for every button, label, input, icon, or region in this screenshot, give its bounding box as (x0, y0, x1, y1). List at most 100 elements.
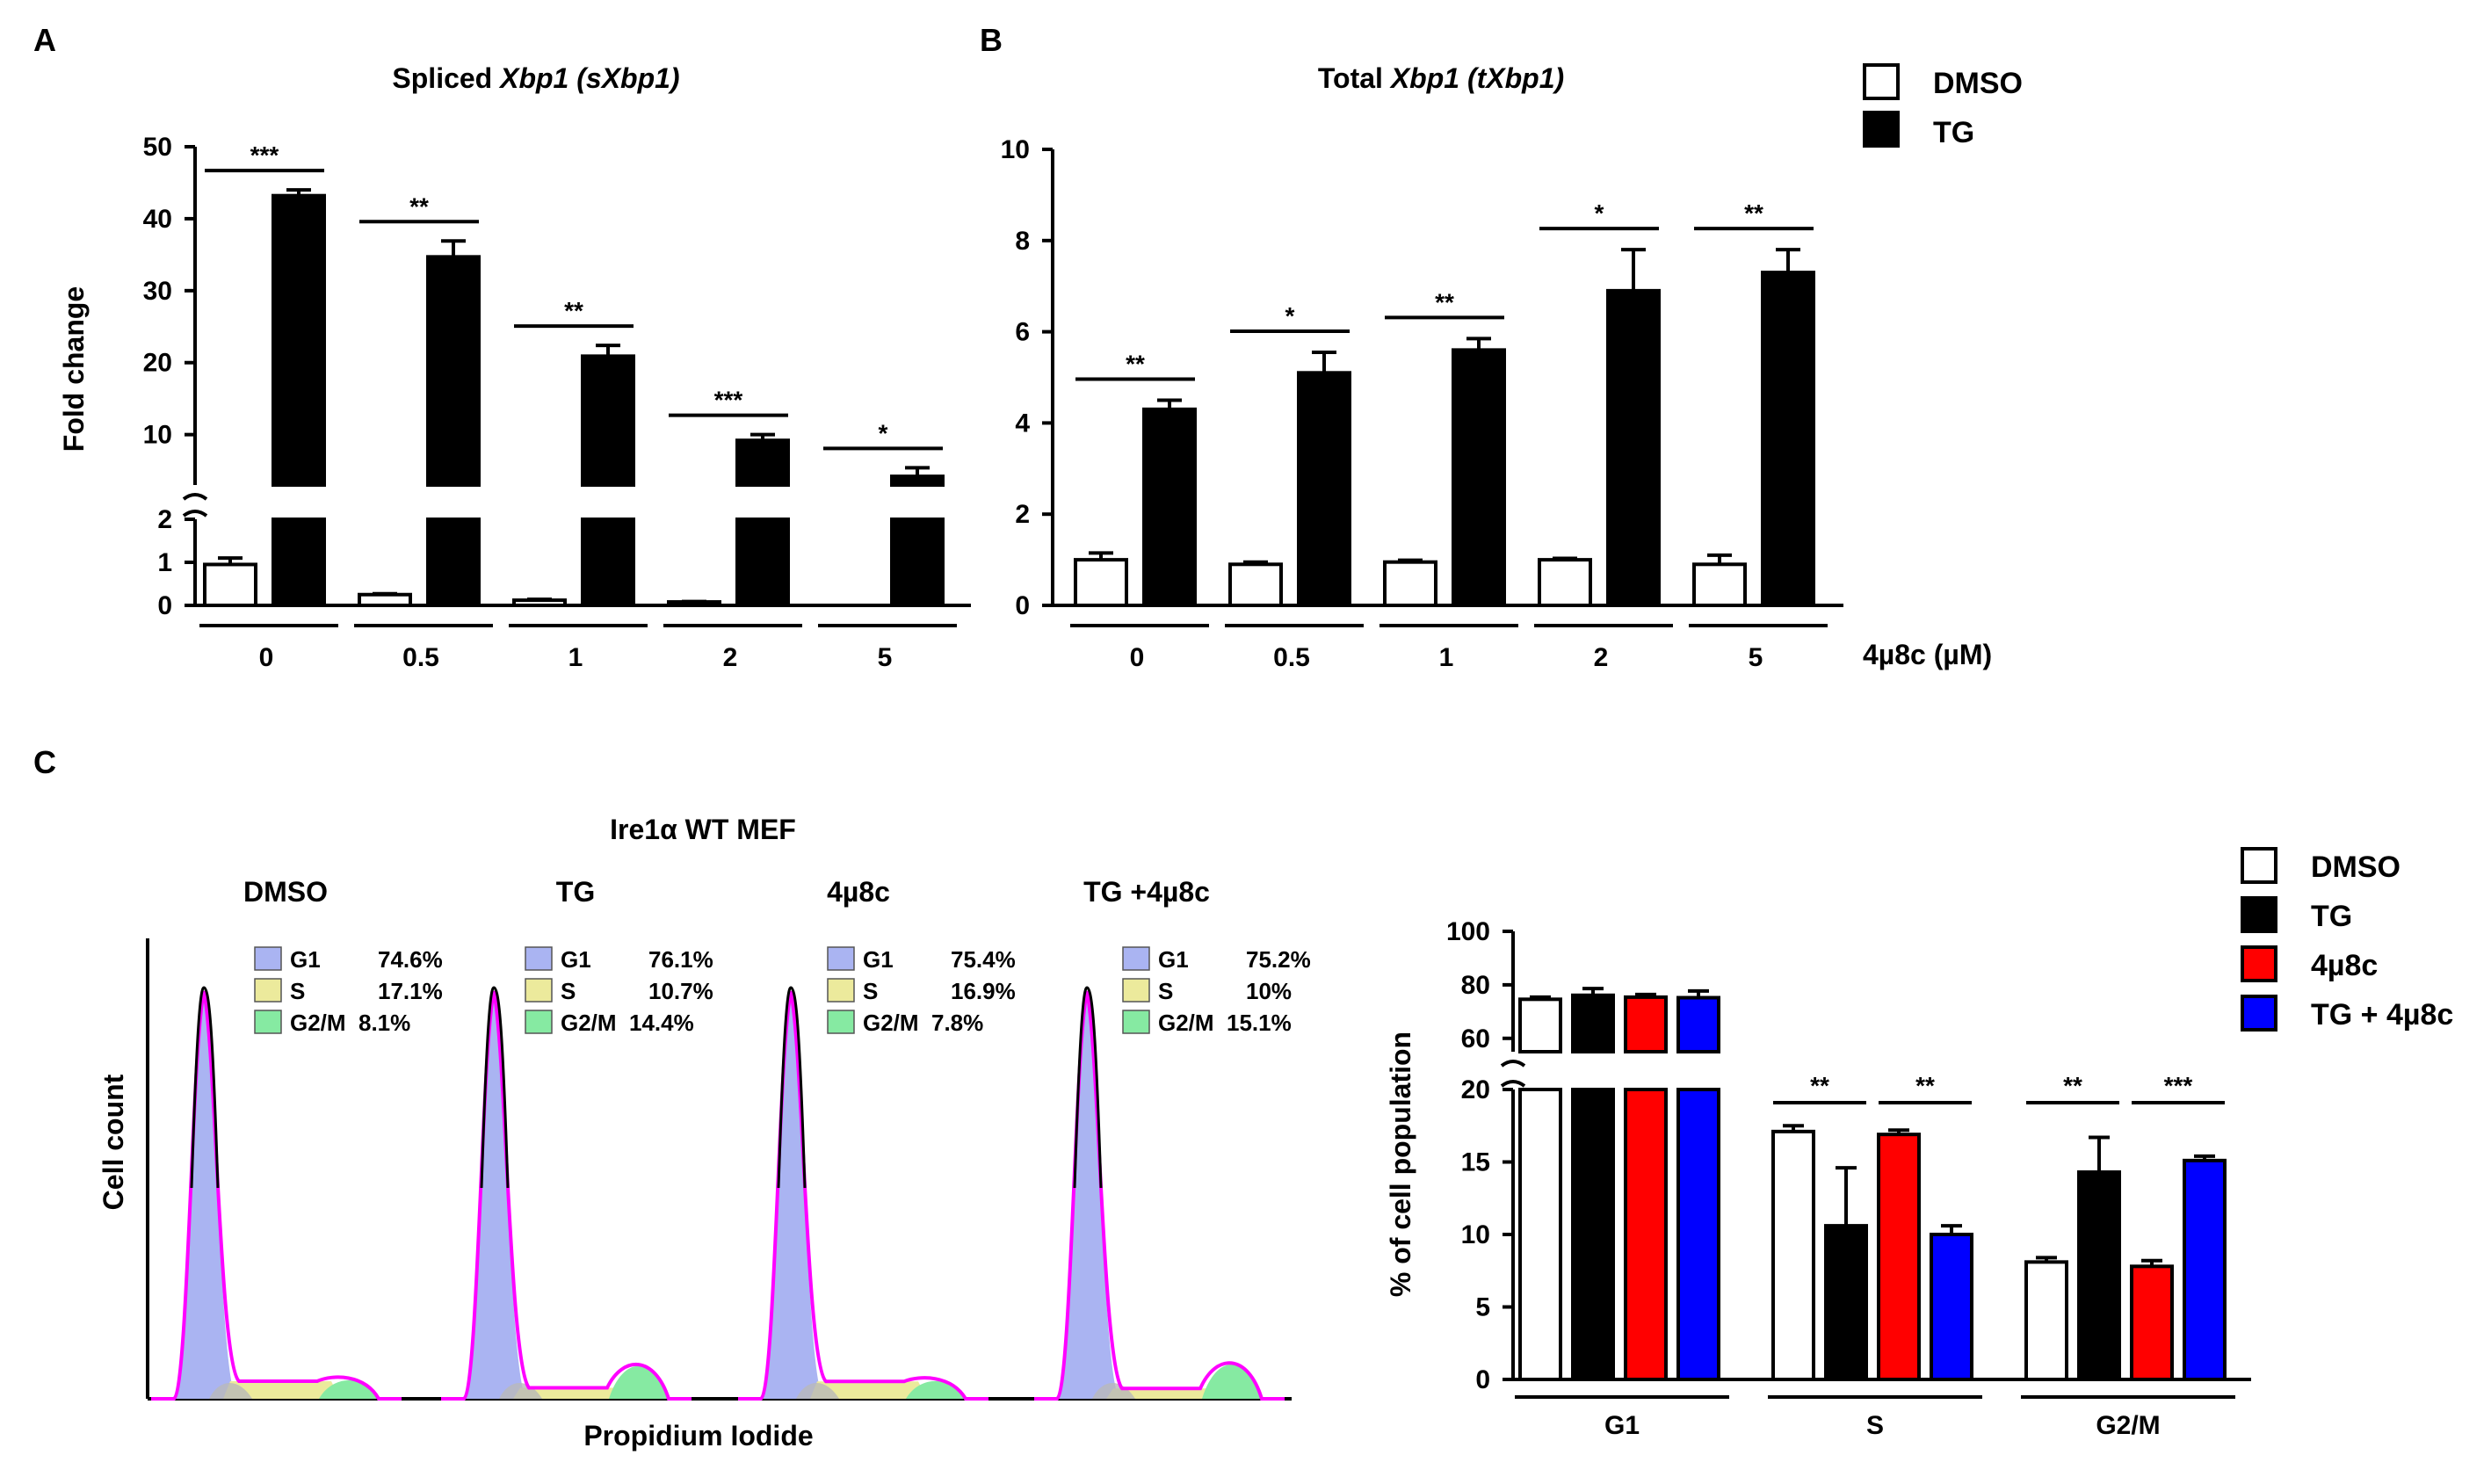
chart-b-ytick-label: 10 (1001, 135, 1030, 164)
phase-legend-value: 7.8% (931, 1010, 983, 1036)
histogram-ylabel: Cell count (98, 1074, 129, 1210)
chart-c-bar (1931, 1234, 1972, 1379)
phase-legend-value: 14.4% (629, 1010, 694, 1036)
phase-legend-swatch (1123, 979, 1149, 1002)
chart-a-ytick-label: 1 (157, 548, 172, 577)
phase-legend-label: G1 (863, 946, 894, 973)
chart-c-ylabel: % of cell population (1385, 1032, 1416, 1297)
chart-b-errorbar (1621, 250, 1646, 291)
chart-b-sig-label: ** (1744, 199, 1763, 227)
chart-b-bar (1453, 350, 1504, 605)
chart-c-bar (1520, 999, 1560, 1052)
chart-a-bar (273, 519, 324, 605)
chart-c-ytick-label: 60 (1461, 1024, 1490, 1053)
chart-c-sig-label: ** (2063, 1072, 2082, 1099)
chart-b-xtick-label: 0 (1130, 643, 1145, 672)
chart-c-xtick-label: G2/M (2096, 1411, 2160, 1440)
chart-b-title: Total Xbp1 (tXbp1) (1318, 62, 1564, 94)
phase-legend-label: G1 (290, 946, 321, 973)
phase-legend-label: G2/M (863, 1010, 919, 1036)
chart-a-xtick-label: 0 (259, 643, 274, 672)
chart-a-errorbar (527, 599, 552, 600)
chart-b-ytick-label: 6 (1015, 318, 1030, 347)
chart-a-axis-break-lower (184, 511, 206, 516)
chart-c-ytick-label: 80 (1461, 971, 1490, 1000)
chart-c-axis-break-lower (1502, 1082, 1524, 1086)
chart-b-xtick-label: 1 (1439, 643, 1454, 672)
phase-legend-label: S (561, 978, 576, 1004)
chart-a-ytick-label: 30 (143, 277, 172, 306)
chart-b-sig-label: * (1285, 302, 1295, 329)
chart-a-ytick-label: 0 (157, 591, 172, 620)
phase-legend-swatch (1123, 947, 1149, 970)
chart-c-bar (1826, 1226, 1866, 1379)
phase-legend-swatch (255, 1010, 281, 1033)
chart-a-sig-label: * (879, 419, 888, 446)
chart-c-bar (2132, 1266, 2172, 1379)
chart-b-bar (1075, 560, 1126, 605)
chart-b-ytick-label: 4 (1015, 409, 1030, 438)
chart-a-bar (428, 257, 479, 485)
chart-a-bar (737, 440, 788, 485)
chart-b-errorbar (1776, 250, 1800, 272)
chart-c-bar (1879, 1134, 1919, 1379)
chart-b-bar (1299, 373, 1350, 605)
chart-c-sig-label: *** (2164, 1072, 2193, 1099)
phase-legend-value: 8.1% (358, 1010, 410, 1036)
chart-a-bar (737, 519, 788, 605)
phase-legend-value: 10.7% (648, 978, 713, 1004)
histogram-xlabel: Propidium Iodide (583, 1420, 813, 1451)
chart-a-errorbar (373, 594, 397, 595)
chart-c-xtick-label: G1 (1604, 1411, 1640, 1440)
phase-legend-swatch (255, 947, 281, 970)
chart-c-ytick-label: 15 (1461, 1148, 1490, 1177)
chart-c-ytick-label: 20 (1461, 1075, 1490, 1104)
phase-legend-value: 16.9% (951, 978, 1016, 1004)
chart-c-ytick-label: 0 (1475, 1365, 1490, 1394)
phase-legend-label: S (863, 978, 878, 1004)
chart-a-bar (892, 476, 943, 485)
chart-b-sig-label: ** (1126, 350, 1145, 377)
phase-legend-label: G1 (561, 946, 591, 973)
chart-b-xtick-label: 5 (1749, 643, 1763, 672)
chart-a-sig-label: *** (714, 387, 743, 414)
legend-c-label-4u8c: 4µ8c (2311, 949, 2378, 982)
chart-b-xlabel: 4µ8c (µM) (1863, 639, 1992, 670)
chart-c-bar (2026, 1262, 2067, 1379)
chart-c-bar (1573, 1089, 1613, 1379)
chart-a-bar (273, 196, 324, 485)
legend-c-swatch-tg-4u8c (2242, 996, 2276, 1030)
chart-c-ytick-label: 10 (1461, 1220, 1490, 1249)
phase-legend-value: 74.6% (378, 946, 443, 973)
chart-b-bar (1385, 562, 1436, 605)
chart-b-errorbar (1398, 561, 1423, 562)
chart-b-bar (1694, 564, 1745, 605)
legend-b-label-dmso: DMSO (1933, 67, 2023, 100)
chart-a-errorbar (441, 241, 466, 257)
phase-legend-label: G1 (1158, 946, 1189, 973)
chart-c-bar (1678, 1089, 1719, 1379)
panel-label-c: C (33, 744, 56, 780)
chart-b-sig-label: * (1595, 199, 1604, 227)
chart-b-xtick-label: 0.5 (1273, 643, 1310, 672)
phase-legend-value: 75.2% (1246, 946, 1311, 973)
chart-a-xtick-label: 2 (723, 643, 738, 672)
chart-a-ytick-label: 50 (143, 133, 172, 162)
chart-b-bar (1539, 560, 1590, 605)
chart-a-xtick-label: 5 (878, 643, 893, 672)
chart-a-ytick-label: 10 (143, 421, 172, 450)
chart-b-bar (1763, 272, 1814, 605)
chart-a-bar (583, 356, 634, 485)
phase-legend-label: S (1158, 978, 1173, 1004)
chart-a-bar (359, 595, 410, 605)
phase-legend-swatch (828, 1010, 854, 1033)
chart-c-sig-label: ** (1915, 1072, 1935, 1099)
panel-label-b: B (980, 22, 1003, 58)
